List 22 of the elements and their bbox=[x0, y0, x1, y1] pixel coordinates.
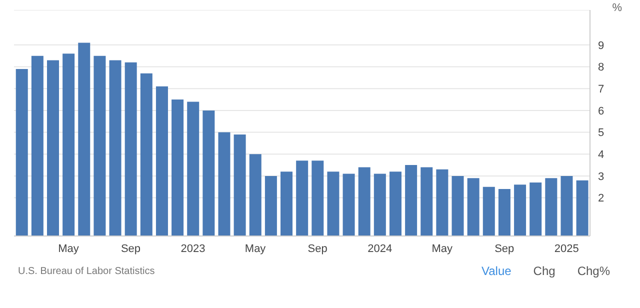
x-tick-label: 2024 bbox=[368, 242, 392, 255]
x-tick-label: Sep bbox=[494, 242, 514, 255]
y-axis-title: % bbox=[612, 2, 622, 14]
text: Chg% bbox=[577, 264, 610, 278]
y-tick-label: 6 bbox=[598, 105, 604, 118]
x-tick-label: 2023 bbox=[180, 242, 206, 255]
y-tick-label: 8 bbox=[598, 62, 604, 74]
x-tick-label: May bbox=[432, 242, 453, 255]
y-tick-label: 2 bbox=[598, 192, 604, 205]
x-tick-label: May bbox=[244, 242, 266, 255]
y-tick-label: 4 bbox=[598, 149, 604, 162]
text: Value bbox=[481, 264, 512, 278]
x-tick-label: May bbox=[58, 242, 80, 255]
text: U.S. Bureau of Labor Statistics bbox=[18, 266, 155, 277]
y-tick-label: 5 bbox=[598, 127, 604, 140]
y-tick-label: 9 bbox=[598, 40, 604, 52]
y-tick-label: 7 bbox=[598, 84, 604, 96]
x-tick-label: Sep bbox=[308, 242, 328, 255]
x-tick-label: Sep bbox=[120, 242, 141, 255]
text: Chg bbox=[533, 264, 556, 278]
x-tick-label: 2025 bbox=[554, 242, 579, 255]
y-tick-label: 3 bbox=[598, 170, 604, 183]
